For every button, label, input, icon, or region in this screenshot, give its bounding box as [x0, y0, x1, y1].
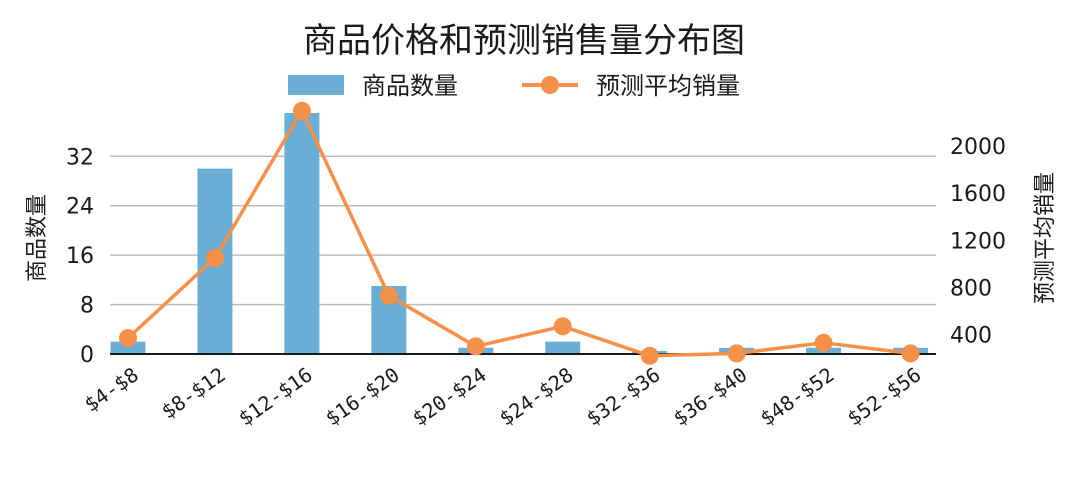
x-axis-ticks: $4-$8 $8-$12 $12-$16 $16-$20 $20-$24 $24-$28 $…: [80, 362, 926, 430]
bar: [284, 113, 320, 354]
chart-title: 商品价格和预测销售量分布图: [303, 21, 745, 61]
y2-tick-label: 1200: [950, 229, 1006, 254]
bar: [545, 341, 581, 354]
y-tick-label: 24: [66, 195, 94, 220]
series-line: [126, 109, 911, 358]
y-tick-label: 0: [80, 343, 94, 368]
y2-tick-label: 2000: [950, 135, 1006, 160]
legend-swatch-marker: [541, 76, 559, 94]
legend-swatch-bar: [288, 75, 344, 95]
x-tick-label: $32-$36: [582, 362, 665, 430]
grid: [110, 155, 936, 306]
line-series: [119, 101, 920, 365]
legend: 商品数量 预测平均销量: [288, 72, 740, 100]
x-tick-label: $48-$52: [756, 362, 839, 430]
line-point: [640, 346, 659, 365]
y2-tick-label: 400: [950, 324, 992, 349]
y-tick-label: 32: [66, 145, 94, 170]
line-point: [901, 344, 920, 363]
y-tick-label: 8: [80, 294, 94, 319]
line-point: [553, 317, 572, 336]
line-point: [814, 333, 833, 352]
x-tick-label: $12-$16: [234, 362, 317, 430]
bar: [110, 341, 146, 354]
x-tick-label: $36-$40: [669, 362, 752, 430]
x-tick-label: $24-$28: [495, 362, 578, 430]
x-tick-label: $4-$8: [80, 362, 143, 416]
x-tick-label: $16-$20: [321, 362, 404, 430]
line-point: [466, 337, 485, 356]
y-tick-label: 16: [66, 244, 94, 269]
y2-axis-ticks: 400 800 1200 1600 2000: [950, 135, 1006, 348]
line-point: [205, 249, 224, 268]
line-point: [379, 286, 398, 305]
y-axis-ticks: 0 8 16 24 32: [66, 145, 94, 368]
y2-axis-label: 预测平均销量: [1033, 172, 1058, 304]
x-tick-label: $8-$12: [157, 362, 230, 423]
legend-label-line: 预测平均销量: [596, 72, 740, 100]
line-point: [727, 344, 746, 363]
line-point: [119, 329, 137, 348]
y-axis-label: 商品数量: [25, 194, 50, 282]
x-tick-label: $52-$56: [843, 362, 926, 430]
y2-tick-label: 1600: [950, 182, 1006, 207]
line-point: [292, 101, 311, 120]
legend-label-bar: 商品数量: [362, 72, 458, 100]
bars: [110, 113, 929, 354]
x-tick-label: $20-$24: [408, 362, 491, 430]
y2-tick-label: 800: [950, 276, 992, 301]
